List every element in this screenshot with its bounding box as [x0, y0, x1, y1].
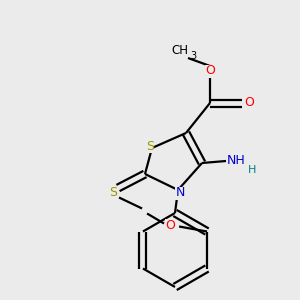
Text: H: H — [248, 165, 256, 175]
Text: O: O — [205, 64, 215, 77]
Text: O: O — [244, 97, 254, 110]
Text: N: N — [175, 187, 185, 200]
Text: NH: NH — [226, 154, 245, 166]
Text: S: S — [146, 140, 154, 152]
Text: S: S — [109, 185, 117, 199]
Text: CH: CH — [172, 44, 188, 56]
Text: O: O — [165, 219, 175, 232]
Text: 3: 3 — [190, 51, 196, 61]
